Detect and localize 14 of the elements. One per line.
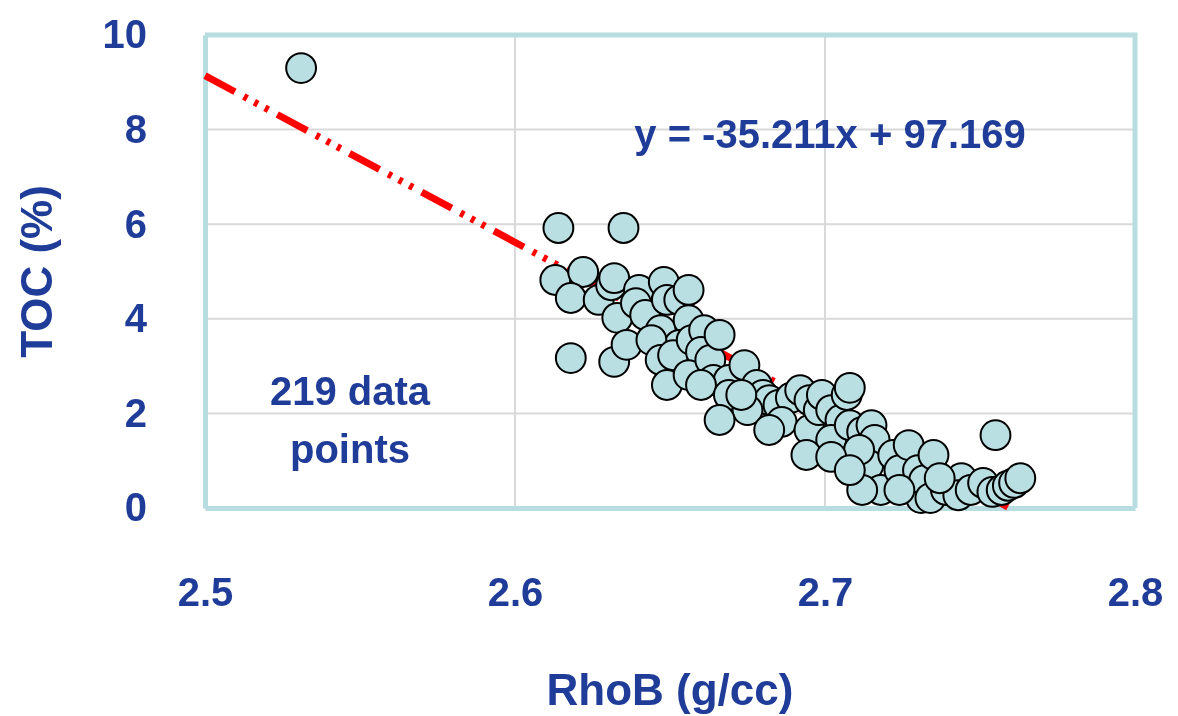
y-tick-label: 8 [124, 106, 147, 151]
y-tick-label: 4 [124, 296, 148, 341]
x-tick-label: 2.8 [1107, 570, 1164, 615]
y-tick-label: 10 [102, 12, 147, 57]
x-tick-label: 2.5 [177, 570, 234, 615]
x-axis-title: RhoB (g/cc) [546, 665, 794, 714]
y-axis-title: TOC (%) [12, 185, 61, 358]
y-tick-label: 2 [124, 390, 147, 435]
x-tick-label: 2.6 [487, 570, 544, 615]
annotation: 219 data points [269, 369, 431, 471]
x-tick-label: 2.7 [797, 570, 854, 615]
y-tick-label: 6 [124, 201, 147, 246]
y-tick-label: 0 [124, 485, 147, 530]
annotation: y = -35.211x + 97.169 [634, 112, 1026, 156]
